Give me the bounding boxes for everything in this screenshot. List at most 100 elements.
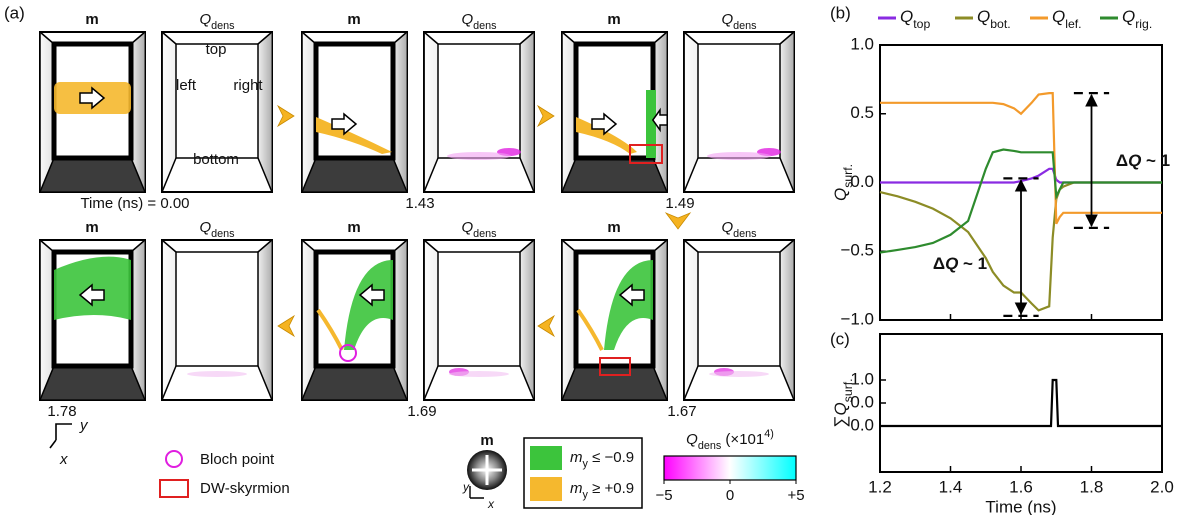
text-part: Q <box>945 254 958 273</box>
text-part: lef. <box>1065 17 1081 31</box>
marker-label: Bloch point <box>200 451 275 468</box>
dw-skyrmion-icon <box>160 480 188 497</box>
y-tick-label: 0.0 <box>850 415 874 434</box>
sphere-title: m <box>480 432 493 449</box>
figure: (a) (b) (c) top left right bottom y x Bl… <box>0 0 1186 515</box>
text-part: Δ <box>933 254 945 273</box>
text-part: rig. <box>1135 17 1152 31</box>
face-label: bottom <box>193 151 239 168</box>
face-label: right <box>233 77 263 94</box>
qdens-spot <box>447 152 511 160</box>
text-part: Q <box>461 219 473 236</box>
box-floor <box>302 366 407 400</box>
face-label: top <box>206 41 227 58</box>
panel-a-drawings <box>40 32 794 400</box>
text-part: m <box>570 449 583 466</box>
text-part: 4) <box>764 428 774 440</box>
legend-label: Qrig. <box>1122 7 1152 31</box>
text-part: Q <box>461 11 473 28</box>
y-tick-label: 1.0 <box>850 34 874 53</box>
colorbar-tick-label: −5 <box>655 487 672 504</box>
flow-arrow <box>278 316 294 336</box>
time-label: 1.43 <box>405 195 434 212</box>
charts: 1.00.50.0−0.5−1.0QtopQbot.Qlef.Qrig.Qsur… <box>831 7 1173 515</box>
bloch-point-icon <box>166 451 182 467</box>
qdens-spot <box>709 371 769 377</box>
text-part: dens <box>473 228 497 240</box>
colorbar-ticks: −5 0 +5 <box>655 480 804 504</box>
colorbar <box>664 456 796 480</box>
text-part: bot. <box>990 17 1010 31</box>
face-label: left <box>176 77 197 94</box>
legend-swatch <box>530 477 562 501</box>
x-tick-label: 1.4 <box>939 477 963 496</box>
m-label: m <box>85 11 98 28</box>
annotation: ΔQ ~ 1 <box>933 254 987 273</box>
text-part: Q <box>686 431 698 448</box>
text-part: dens <box>211 228 235 240</box>
text-part: Q <box>831 402 850 415</box>
colorbar-tick-label: +5 <box>787 487 804 504</box>
box-frame <box>424 32 534 192</box>
text-part: surf. <box>841 164 855 188</box>
axis-name: y <box>79 417 89 434</box>
legend: my ≤ −0.9 my ≥ +0.9 <box>530 446 634 501</box>
m-label: m <box>607 219 620 236</box>
time-label: Time (ns) = 0.00 <box>80 195 189 212</box>
m-label: m <box>607 11 620 28</box>
text-part: ≥ +0.9 <box>588 480 634 497</box>
panel-label: (b) <box>830 3 851 22</box>
series-line <box>880 380 1162 426</box>
m-label: m <box>85 219 98 236</box>
text-part: Q <box>199 11 211 28</box>
annotation: ΔQ ~ 1 <box>1116 151 1170 170</box>
axis-name: y <box>462 480 470 494</box>
text-part: Q <box>900 7 913 26</box>
y-tick-label: 0.5 <box>850 103 874 122</box>
m-label: m <box>347 11 360 28</box>
text-part: surf. <box>841 378 855 402</box>
box-floor <box>40 366 145 400</box>
time-label: 1.69 <box>407 403 436 420</box>
text-part: top <box>913 17 930 31</box>
text-part: Q <box>1122 7 1135 26</box>
text-part: dens <box>733 20 757 32</box>
marker-label: DW-skyrmion <box>200 480 290 497</box>
text-part: m <box>570 480 583 497</box>
colorbar-tick-label: 0 <box>726 487 734 504</box>
y-tick-label: −0.5 <box>840 241 874 260</box>
qdens-label: Qdens <box>199 11 235 32</box>
box-frame <box>684 32 794 192</box>
legend-label: my ≤ −0.9 <box>570 449 634 470</box>
qdens-label: Qdens <box>461 11 497 32</box>
qdens-spot <box>187 371 247 377</box>
page: (a) (b) (c) top left right bottom y x Bl… <box>0 0 1186 515</box>
y-tick-label: −1.0 <box>840 309 874 328</box>
m-label: m <box>347 219 360 236</box>
qdens-label: Qdens <box>461 219 497 240</box>
qdens-label: Qdens <box>721 219 757 240</box>
time-label: 1.49 <box>665 195 694 212</box>
flow-arrow <box>538 106 554 126</box>
text-part: ∑ <box>831 415 850 427</box>
legend-label: my ≥ +0.9 <box>570 480 634 501</box>
time-label: 1.78 <box>47 403 76 420</box>
flow-arrow <box>538 316 554 336</box>
text-part: ≤ −0.9 <box>588 449 634 466</box>
legend-label: Qlef. <box>1052 7 1082 31</box>
x-tick-label: 1.2 <box>868 477 892 496</box>
panel-label: (a) <box>4 3 25 22</box>
text-part: Q <box>199 219 211 236</box>
legend-swatch <box>530 446 562 470</box>
qdens-label: Qdens <box>721 11 757 32</box>
text-part: dens <box>473 20 497 32</box>
x-tick-label: 2.0 <box>1150 477 1174 496</box>
panel-label: (c) <box>830 329 850 348</box>
text-part: dens <box>733 228 757 240</box>
text-part: Q <box>1128 151 1141 170</box>
y-axis-label: Qsurf. <box>831 164 855 201</box>
colorbar-title: Qdens (×1014) <box>686 428 774 452</box>
text-part: ~ 1 <box>958 254 987 273</box>
x-tick-label: 1.6 <box>1009 477 1033 496</box>
text-part: (×101 <box>721 431 764 448</box>
